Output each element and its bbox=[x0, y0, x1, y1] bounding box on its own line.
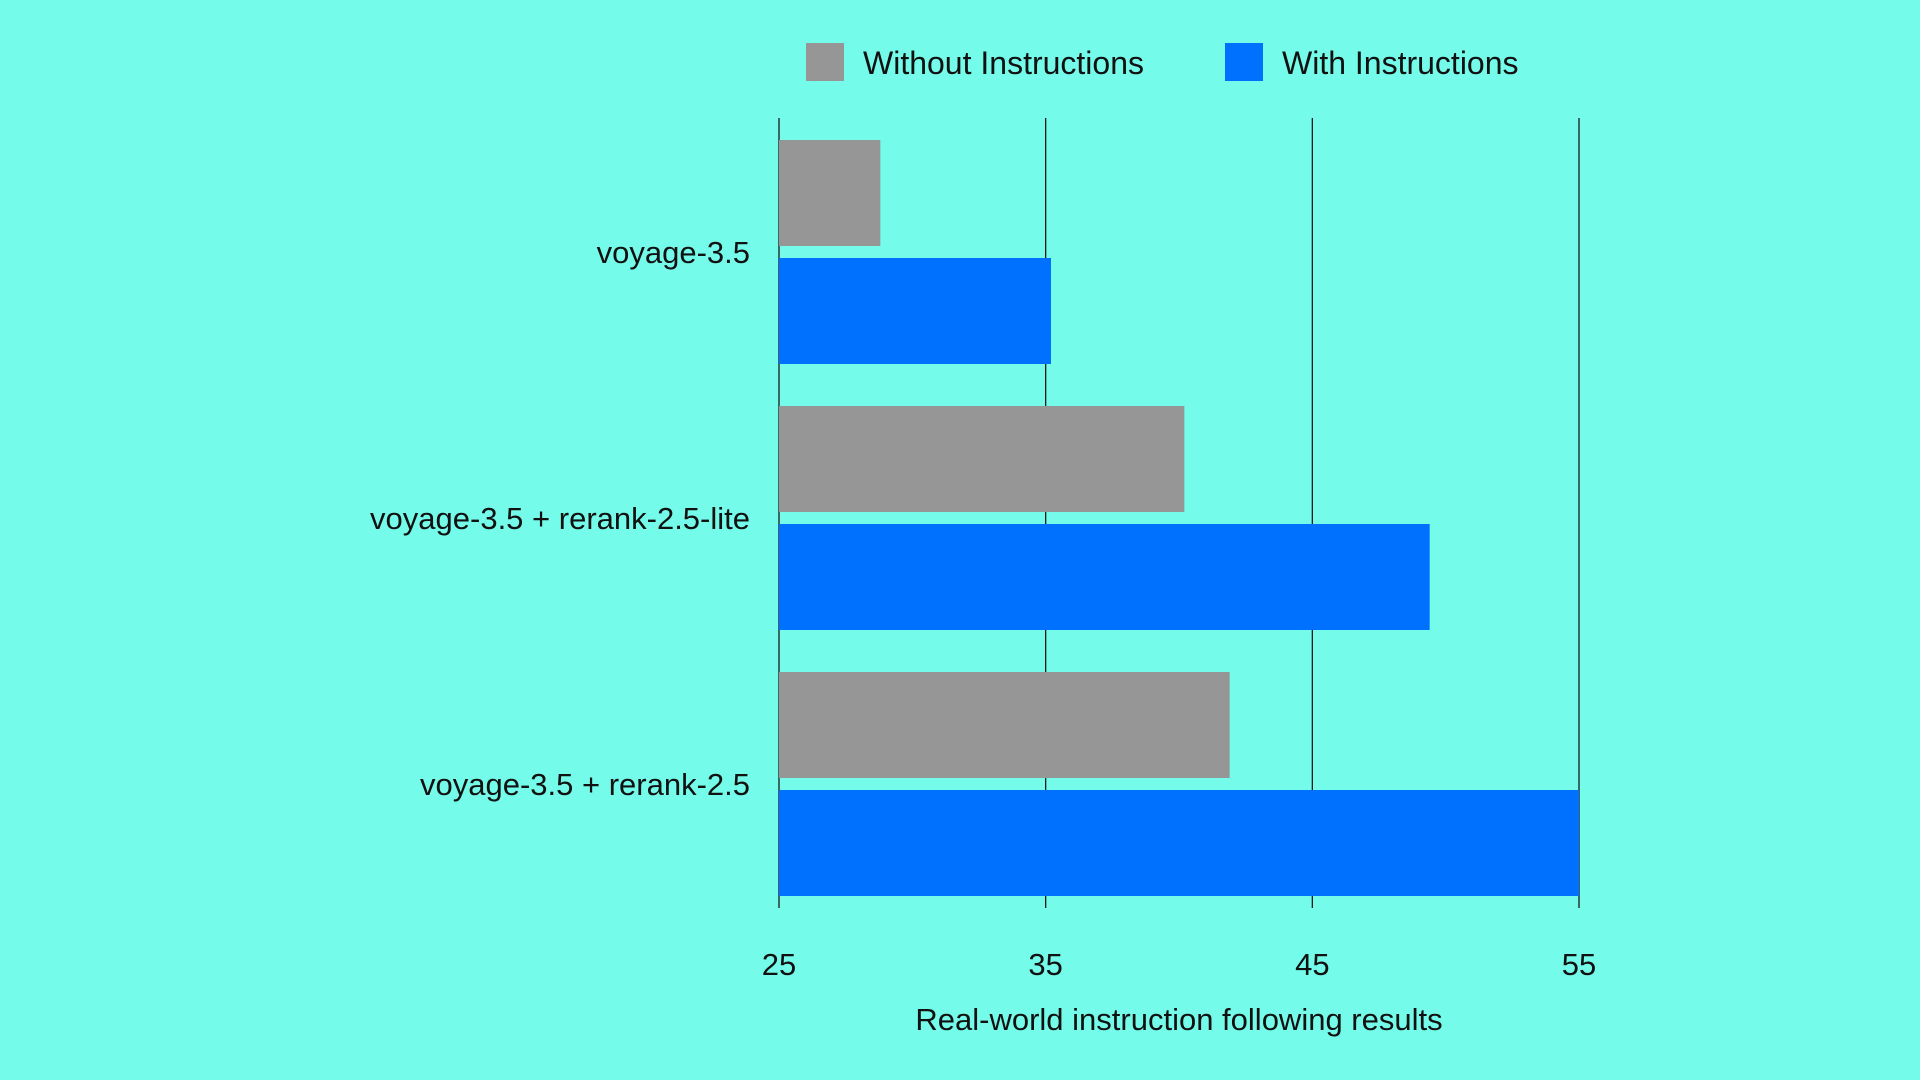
bar-with-2 bbox=[779, 524, 1430, 630]
bar-with-1 bbox=[779, 258, 1051, 364]
bar-without-2 bbox=[779, 406, 1185, 512]
bar-without-3 bbox=[779, 672, 1230, 778]
category-label: voyage-3.5 + rerank-2.5-lite bbox=[370, 501, 750, 536]
bar-with-3 bbox=[779, 790, 1579, 896]
category-label: voyage-3.5 + rerank-2.5 bbox=[420, 767, 750, 802]
x-tick-label: 45 bbox=[1295, 947, 1329, 982]
bars bbox=[779, 140, 1579, 896]
x-tick-label: 35 bbox=[1028, 947, 1062, 982]
legend-swatch-without bbox=[806, 43, 844, 81]
legend: Without Instructions With Instructions bbox=[806, 43, 1519, 81]
x-axis-title: Real-world instruction following results bbox=[915, 1002, 1442, 1037]
legend-label-without: Without Instructions bbox=[863, 45, 1144, 81]
legend-swatch-with bbox=[1225, 43, 1263, 81]
category-label: voyage-3.5 bbox=[597, 235, 750, 270]
gridlines bbox=[778, 118, 1580, 908]
x-tick-label: 55 bbox=[1562, 947, 1596, 982]
x-tick-label: 25 bbox=[762, 947, 796, 982]
x-tick-labels: 25 35 45 55 bbox=[762, 947, 1596, 982]
legend-label-with: With Instructions bbox=[1282, 45, 1519, 81]
bar-without-1 bbox=[779, 140, 881, 246]
category-labels: voyage-3.5 voyage-3.5 + rerank-2.5-lite vo… bbox=[370, 235, 750, 802]
